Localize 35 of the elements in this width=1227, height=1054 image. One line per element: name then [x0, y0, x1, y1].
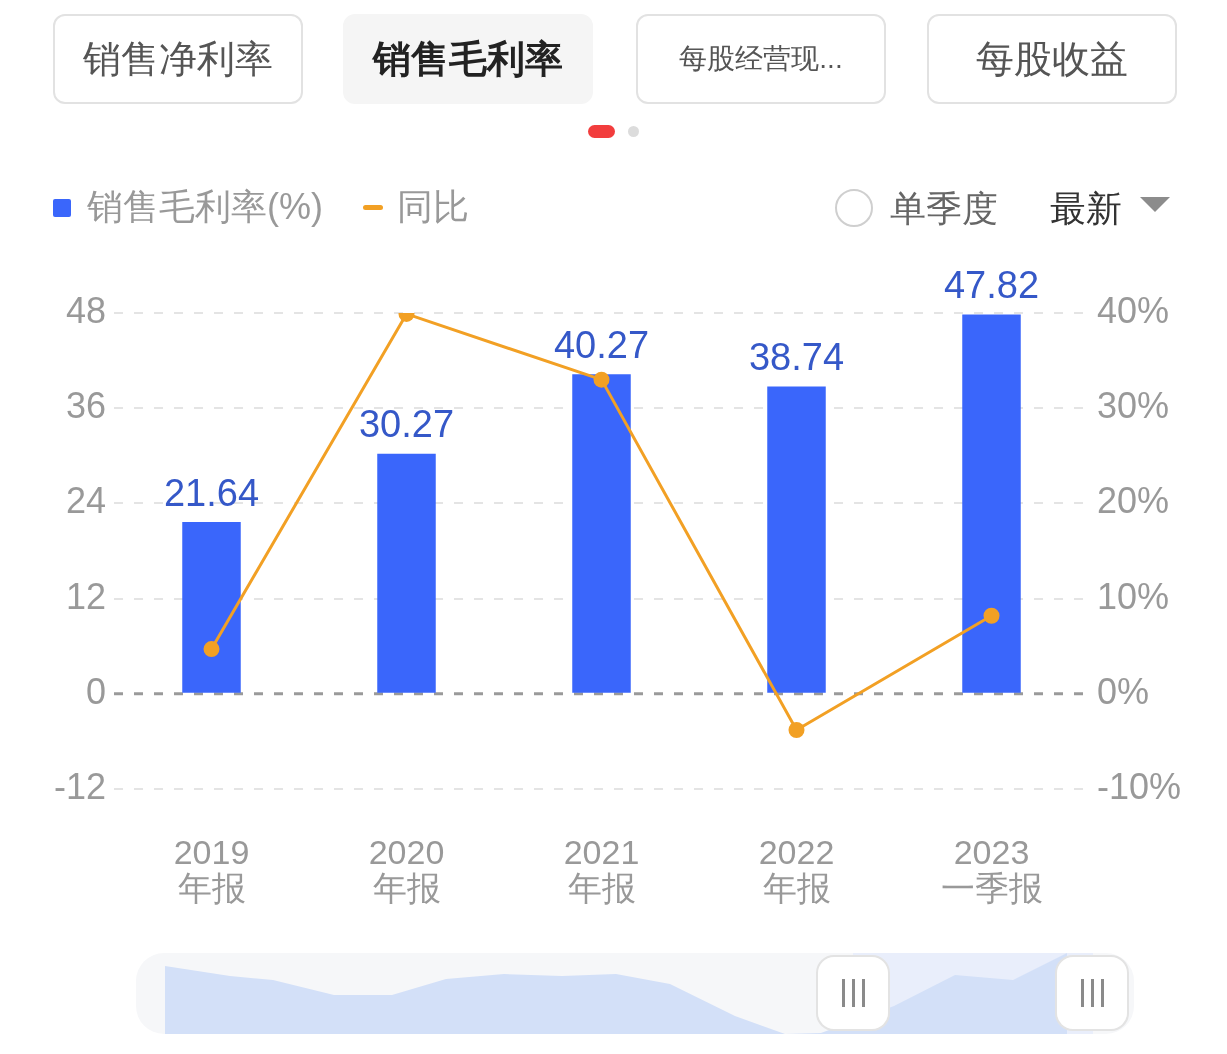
- data-label: 30.27: [358, 403, 455, 446]
- y2-tick-label: 20%: [1097, 480, 1170, 522]
- bar: [182, 522, 241, 693]
- bar: [767, 386, 826, 693]
- x-tick-label: 2022 年报: [758, 833, 835, 907]
- x-tick-label: 2023 一季报: [940, 833, 1043, 907]
- legend-label: 销售毛利率(%): [87, 185, 323, 229]
- y2-tick-label: 0%: [1097, 670, 1150, 712]
- x-tick-label: 2019 年报: [173, 833, 250, 907]
- y2-tick-label: 30%: [1097, 385, 1170, 427]
- y2-tick-label: 10%: [1097, 575, 1170, 617]
- bar: [962, 314, 1021, 693]
- data-label: 47.82: [943, 263, 1040, 306]
- text: 最新: [1050, 187, 1122, 231]
- text: 销售净利率: [83, 36, 273, 82]
- text: 单季度: [890, 187, 998, 231]
- chart-title: 销售毛利率: [373, 36, 563, 82]
- x-tick-label: 2020 年报: [368, 833, 445, 907]
- y2-tick-label: 40%: [1097, 289, 1170, 331]
- x-tick-label: 2021 年报: [563, 833, 640, 907]
- data-label: 21.64: [163, 471, 260, 514]
- y-tick-label: -12: [53, 765, 106, 807]
- data-label: 40.27: [553, 323, 650, 366]
- y-tick-label: 12: [65, 575, 106, 617]
- y2-tick-label: -10%: [1097, 765, 1182, 807]
- y-tick-label: 0: [85, 670, 106, 712]
- bar: [572, 374, 631, 693]
- y-tick-label: 48: [65, 289, 106, 331]
- y-tick-label: 24: [65, 480, 106, 522]
- data-label: 38.74: [748, 335, 845, 378]
- text: 每股收益: [976, 36, 1128, 82]
- y-tick-label: 36: [65, 385, 106, 427]
- text: 每股经营现...: [679, 42, 843, 76]
- legend-label: 同比: [397, 185, 469, 229]
- bar: [377, 453, 436, 693]
